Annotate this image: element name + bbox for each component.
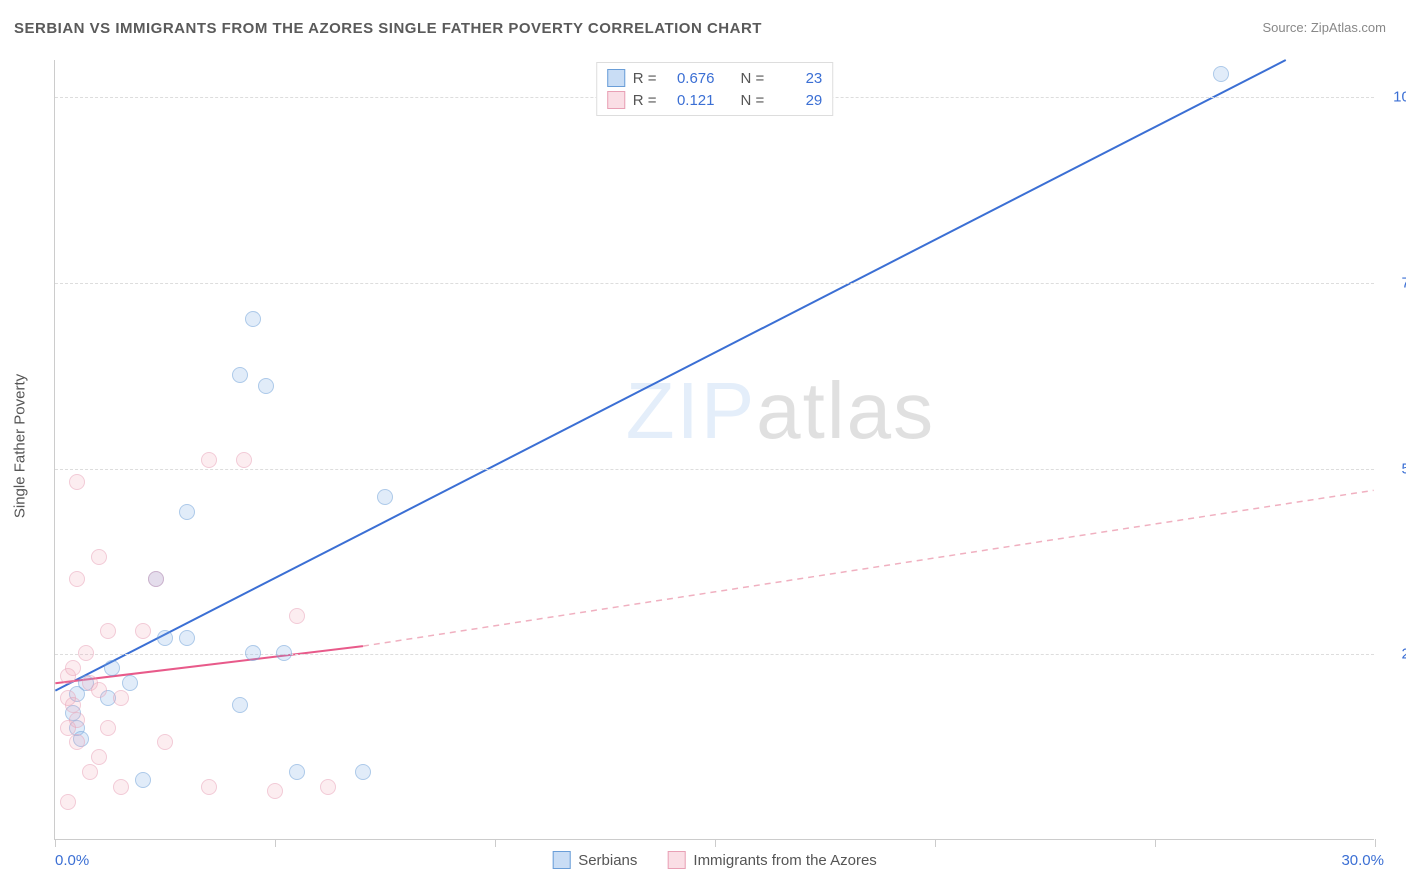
data-point <box>91 749 107 765</box>
data-point <box>113 779 129 795</box>
trend-lines-svg <box>55 60 1374 839</box>
data-point <box>122 675 138 691</box>
r-value-azores: 0.121 <box>665 92 715 109</box>
data-point <box>179 504 195 520</box>
r-label: R = <box>633 70 657 87</box>
y-tick-label: 50.0% <box>1384 460 1406 477</box>
swatch-blue-icon <box>552 851 570 869</box>
swatch-blue-icon <box>607 69 625 87</box>
gridline <box>55 469 1374 470</box>
y-tick-label: 75.0% <box>1384 274 1406 291</box>
x-tick <box>1155 839 1156 847</box>
x-tick <box>495 839 496 847</box>
plot-area: ZIPatlas 25.0%50.0%75.0%100.0% R = 0.676… <box>54 60 1374 840</box>
data-point <box>289 764 305 780</box>
data-point <box>232 367 248 383</box>
data-point <box>245 311 261 327</box>
data-point <box>232 697 248 713</box>
data-point <box>135 772 151 788</box>
data-point <box>157 734 173 750</box>
data-point <box>1213 66 1229 82</box>
n-label: N = <box>741 92 765 109</box>
data-point <box>258 378 274 394</box>
chart-title: SERBIAN VS IMMIGRANTS FROM THE AZORES SI… <box>14 20 762 37</box>
source-value: ZipAtlas.com <box>1311 20 1386 35</box>
data-point <box>100 623 116 639</box>
trend-line <box>55 646 363 683</box>
legend-item-azores: Immigrants from the Azores <box>667 851 876 869</box>
data-point <box>157 630 173 646</box>
data-point <box>69 474 85 490</box>
legend-label-azores: Immigrants from the Azores <box>693 852 876 869</box>
legend-item-serbians: Serbians <box>552 851 637 869</box>
y-tick-label: 25.0% <box>1384 646 1406 663</box>
x-tick <box>275 839 276 847</box>
data-point <box>113 690 129 706</box>
data-point <box>91 549 107 565</box>
data-point <box>104 660 120 676</box>
data-point <box>65 697 81 713</box>
bottom-legend: Serbians Immigrants from the Azores <box>552 851 877 869</box>
n-label: N = <box>741 70 765 87</box>
data-point <box>82 764 98 780</box>
data-point <box>69 734 85 750</box>
data-point <box>91 682 107 698</box>
swatch-pink-icon <box>667 851 685 869</box>
y-tick-label: 100.0% <box>1384 89 1406 106</box>
data-point <box>148 571 164 587</box>
stats-legend-box: R = 0.676 N = 23 R = 0.121 N = 29 <box>596 62 834 116</box>
x-tick <box>1375 839 1376 847</box>
x-axis-max-label: 30.0% <box>1341 852 1384 869</box>
data-point <box>320 779 336 795</box>
data-point <box>60 794 76 810</box>
stats-row-azores: R = 0.121 N = 29 <box>607 89 823 111</box>
data-point <box>276 645 292 661</box>
data-point <box>179 630 195 646</box>
data-point <box>236 452 252 468</box>
data-point <box>245 645 261 661</box>
data-point <box>377 489 393 505</box>
source-attribution: Source: ZipAtlas.com <box>1262 20 1386 35</box>
gridline <box>55 283 1374 284</box>
data-point <box>135 623 151 639</box>
data-point <box>60 668 76 684</box>
data-point <box>100 720 116 736</box>
x-axis-min-label: 0.0% <box>55 852 89 869</box>
x-tick <box>715 839 716 847</box>
r-label: R = <box>633 92 657 109</box>
n-value-serbians: 23 <box>772 70 822 87</box>
x-tick <box>55 839 56 847</box>
legend-label-serbians: Serbians <box>578 852 637 869</box>
trend-line <box>363 490 1374 646</box>
y-axis-label: Single Father Poverty <box>12 374 29 518</box>
data-point <box>60 720 76 736</box>
data-point <box>69 571 85 587</box>
source-label: Source: <box>1262 20 1310 35</box>
data-point <box>78 645 94 661</box>
data-point <box>355 764 371 780</box>
data-point <box>201 779 217 795</box>
swatch-pink-icon <box>607 91 625 109</box>
data-point <box>289 608 305 624</box>
data-point <box>267 783 283 799</box>
stats-row-serbians: R = 0.676 N = 23 <box>607 67 823 89</box>
x-tick <box>935 839 936 847</box>
data-point <box>201 452 217 468</box>
r-value-serbians: 0.676 <box>665 70 715 87</box>
n-value-azores: 29 <box>772 92 822 109</box>
